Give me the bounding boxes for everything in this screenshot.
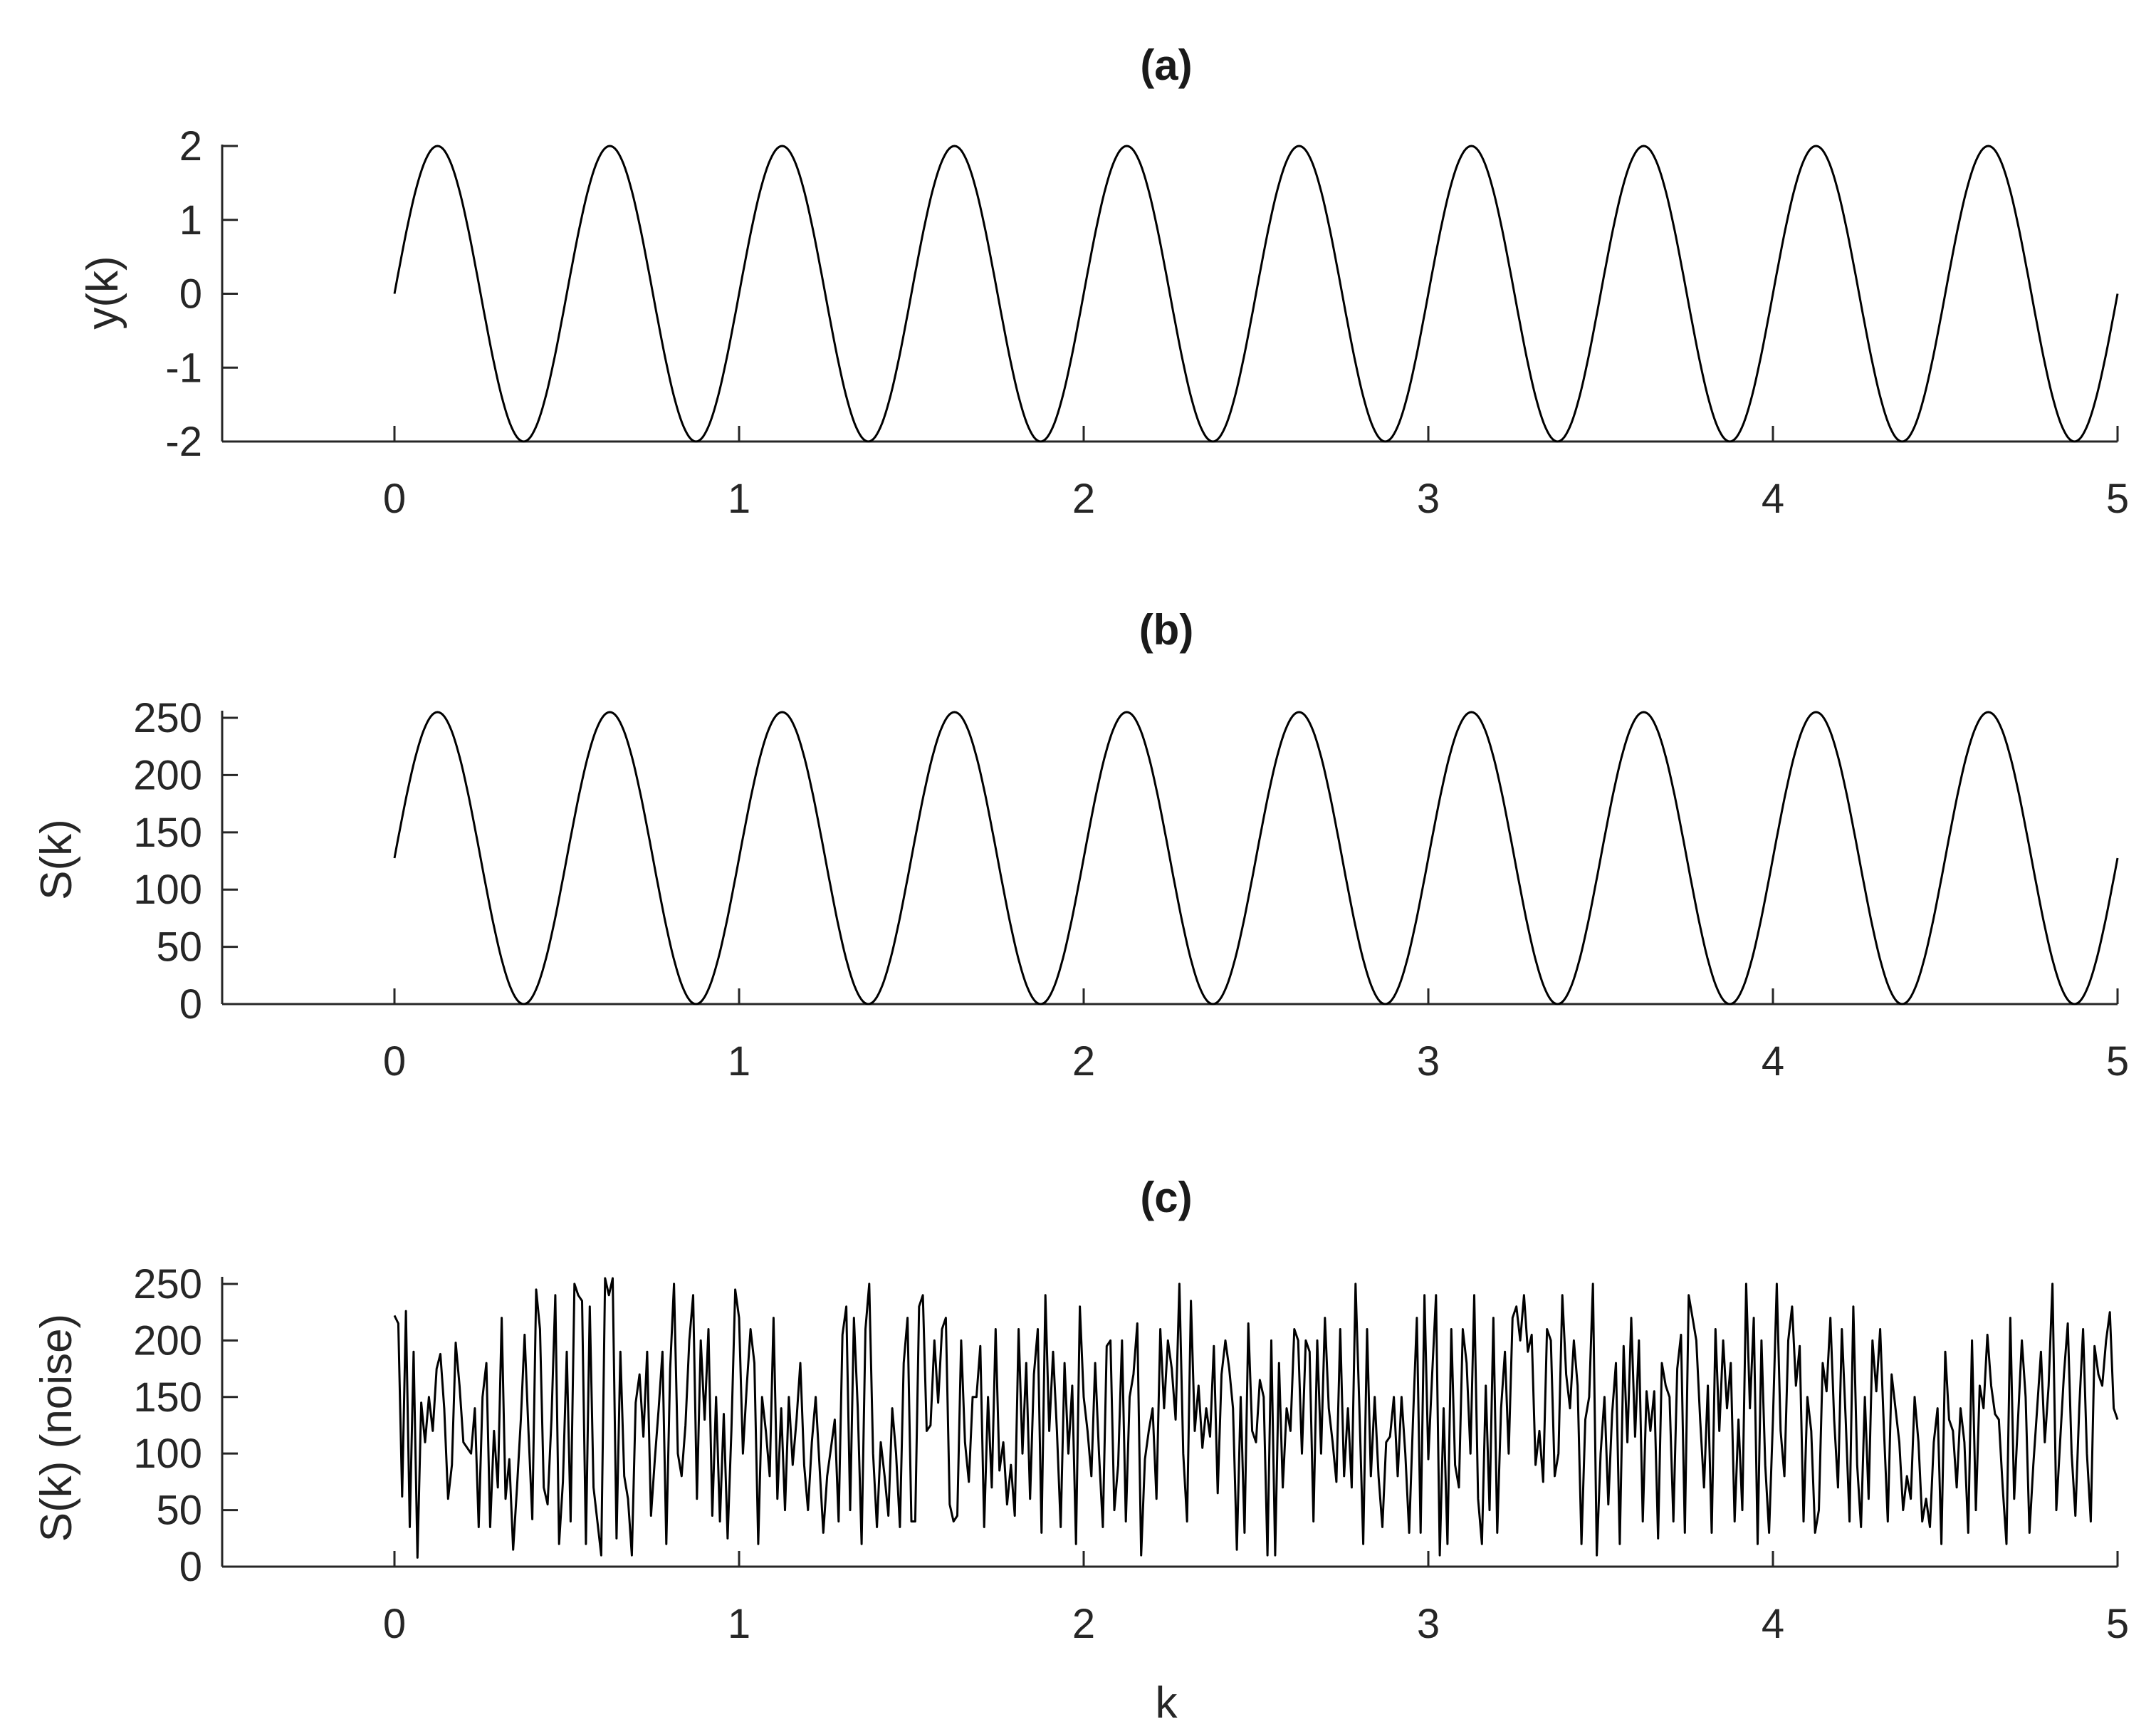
panel-b-y-tick-label: 50 [156, 924, 202, 971]
panel-b-y-axis-label: S(k) [32, 819, 81, 900]
panel-b-x-tick-label: 1 [728, 1038, 750, 1085]
panel-c-y-tick-label: 0 [179, 1544, 202, 1590]
panel-a-x-tick-label: 4 [1762, 476, 1784, 522]
panel-a-axes: 0 1 2 3 4 5 -2 -1 0 1 2 [165, 123, 2129, 522]
panel-b-series-line [393, 711, 2119, 1005]
panel-b-y-tick-label: 250 [133, 695, 202, 741]
panel-b-y-tick-label: 150 [133, 810, 202, 856]
panel-a-x-tick-label: 1 [728, 476, 750, 522]
panel-b-y-tick-label: 100 [133, 867, 202, 913]
panel-c-y-tick-label: 250 [133, 1261, 202, 1307]
panel-b-y-tick-label: 0 [179, 981, 202, 1028]
panel-b-x-tick-label: 3 [1417, 1038, 1440, 1085]
panel-a-y-tick-label: 0 [179, 271, 202, 318]
panel-b-title: (b) [1139, 606, 1194, 654]
panel-b-x-tick-label: 5 [2106, 1038, 2129, 1085]
panel-c-x-tick-label: 0 [383, 1601, 406, 1647]
panel-a-y-tick-label: 1 [179, 197, 202, 244]
panel-a-y-tick-label: -2 [165, 419, 202, 465]
panel-a-x-tick-label: 0 [383, 476, 406, 522]
panel-c-x-axis-label: k [1156, 1678, 1178, 1728]
panel-a-y-tick-label: -1 [165, 345, 202, 391]
panel-c-y-tick-label: 50 [156, 1488, 202, 1534]
panel-c-x-tick-label: 4 [1762, 1601, 1784, 1647]
panel-b-x-tick-label: 2 [1072, 1038, 1095, 1085]
panel-c-title: (c) [1140, 1174, 1192, 1221]
panel-a-y-tick-label: 2 [179, 123, 202, 169]
panel-c-x-tick-label: 5 [2106, 1601, 2129, 1647]
panel-b-x-tick-label: 0 [383, 1038, 406, 1085]
panel-a-x-tick-label: 5 [2106, 476, 2129, 522]
panel-c-y-tick-label: 100 [133, 1431, 202, 1477]
panel-c-y-axis-label: S(k) (noise) [32, 1314, 81, 1542]
panel-c-y-tick-label: 150 [133, 1374, 202, 1421]
panel-b-y-tick-label: 200 [133, 752, 202, 798]
panel-c-x-tick-label: 3 [1417, 1601, 1440, 1647]
panel-b-x-tick-label: 4 [1762, 1038, 1784, 1085]
panel-c-x-tick-label: 1 [728, 1601, 750, 1647]
panel-c-x-tick-label: 2 [1072, 1601, 1095, 1647]
panel-a-x-tick-label: 3 [1417, 476, 1440, 522]
panel-a-title: (a) [1140, 41, 1192, 89]
panel-a: (a) y(k) 0 1 2 3 4 5 -2 -1 0 1 2 [78, 41, 2129, 522]
panel-a-y-axis-label: y(k) [78, 256, 127, 329]
panel-a-series-line [393, 145, 2119, 443]
panel-c-y-tick-label: 200 [133, 1317, 202, 1364]
panel-c-series-line [393, 1277, 2119, 1559]
panel-a-x-tick-label: 2 [1072, 476, 1095, 522]
